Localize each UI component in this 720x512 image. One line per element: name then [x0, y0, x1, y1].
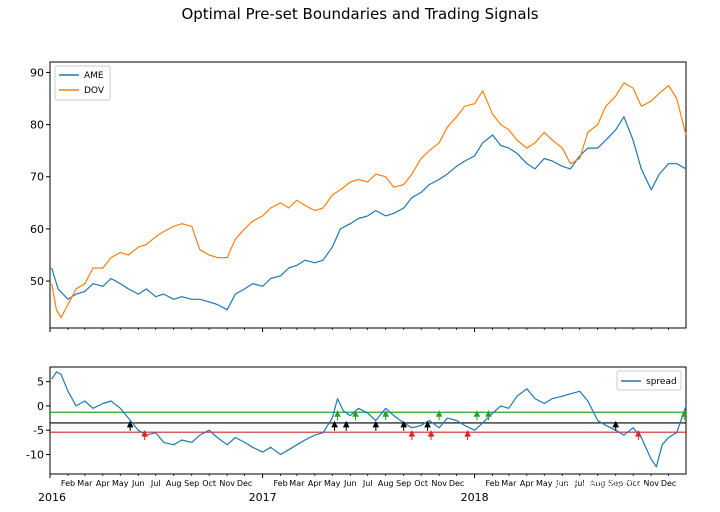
- x-month-label: Jul: [150, 479, 161, 488]
- x-month-label: Mar: [501, 479, 517, 488]
- x-year-label: 2016: [38, 491, 66, 504]
- x-month-label: Sep: [184, 479, 199, 488]
- spread-plot-frame: [49, 366, 687, 475]
- x-month-label: Feb: [274, 479, 288, 488]
- y-tick-label: 90: [30, 66, 44, 79]
- x-month-label: Oct: [202, 479, 216, 488]
- x-month-label: Jun: [555, 479, 569, 488]
- x-month-label: Apr: [308, 479, 323, 488]
- signal-arrow: [464, 430, 471, 441]
- signal-arrow: [141, 430, 148, 441]
- spread-y-axis: -10 -5 0 5: [26, 376, 50, 462]
- x-month-label: Feb: [486, 479, 500, 488]
- x-month-label: Nov: [219, 479, 235, 488]
- series-line-spread: [51, 371, 687, 468]
- legend-label-ame: AME: [84, 71, 104, 81]
- y-tick-label: 60: [30, 223, 44, 236]
- y-tick-label: -5: [33, 424, 44, 437]
- watermark: 知乎 @玛尔什么: [552, 476, 647, 492]
- signal-arrow: [400, 420, 408, 431]
- signal-arrow: [424, 420, 431, 431]
- x-month-label: Sep: [608, 479, 623, 488]
- signal-arrow: [680, 410, 688, 421]
- x-month-label: Apr: [96, 479, 111, 488]
- x-year-label: 2018: [461, 491, 489, 504]
- x-month-label: Dec: [449, 479, 464, 488]
- x-month-label: May: [324, 479, 341, 488]
- x-month-label: Mar: [289, 479, 305, 488]
- signal-arrow: [635, 430, 642, 441]
- price-plot-frame: [49, 61, 687, 329]
- signal-arrow: [126, 420, 134, 431]
- x-year-label: 2017: [249, 491, 277, 504]
- y-tick-label: 0: [37, 400, 44, 413]
- signal-arrow: [342, 420, 350, 431]
- price-y-axis: 50 60 70 80 90: [30, 66, 50, 288]
- x-month-label: Mar: [77, 479, 93, 488]
- price-series: [51, 82, 687, 319]
- series-line-ame: [51, 116, 687, 311]
- x-month-label: May: [536, 479, 553, 488]
- signal-arrow: [485, 410, 492, 421]
- y-tick-label: 50: [30, 275, 44, 288]
- x-month-label: Aug: [378, 479, 394, 488]
- x-month-label: Aug: [590, 479, 606, 488]
- y-tick-label: -10: [26, 449, 44, 462]
- spread-boundaries: [50, 411, 686, 433]
- signal-arrow: [331, 420, 338, 431]
- x-month-label: Dec: [661, 479, 676, 488]
- signal-arrow: [334, 410, 341, 421]
- x-month-label: Dec: [237, 479, 252, 488]
- x-month-label: May: [112, 479, 129, 488]
- price-x-axis: [49, 328, 669, 332]
- x-month-label: Aug: [166, 479, 182, 488]
- legend-label-spread: spread: [646, 377, 677, 387]
- y-tick-label: 70: [30, 171, 44, 184]
- x-month-label: Jul: [574, 479, 585, 488]
- x-month-label: Oct: [414, 479, 428, 488]
- y-tick-label: 5: [37, 376, 44, 389]
- legend-label-dov: DOV: [84, 86, 105, 96]
- price-legend: AME DOV: [54, 65, 111, 101]
- signal-arrow: [352, 410, 359, 421]
- x-month-label: Feb: [61, 479, 75, 488]
- x-month-label: Nov: [431, 479, 447, 488]
- signal-arrow: [408, 430, 416, 441]
- x-month-label: Jun: [343, 479, 357, 488]
- x-month-label: Nov: [643, 479, 659, 488]
- x-month-label: Apr: [520, 479, 535, 488]
- x-month-label: Jun: [131, 479, 145, 488]
- y-tick-label: 80: [30, 119, 44, 132]
- spread-series: [51, 371, 687, 468]
- x-month-label: Jul: [362, 479, 373, 488]
- series-line-dov: [51, 82, 687, 319]
- signal-arrow: [435, 410, 443, 421]
- x-month-label: Sep: [396, 479, 411, 488]
- signal-arrow: [372, 420, 380, 431]
- signal-arrow: [473, 410, 481, 421]
- spread-legend: spread: [616, 370, 682, 391]
- price-panel: 50 60 70 80 90 AME DOV: [30, 61, 687, 332]
- trading-signals: [126, 410, 688, 441]
- x-month-label: Oct: [626, 479, 640, 488]
- signal-arrow: [427, 430, 435, 441]
- signal-arrow: [382, 410, 390, 421]
- spread-legend-box: [616, 370, 682, 391]
- signal-arrow: [612, 420, 620, 431]
- chart-title: Optimal Pre-set Boundaries and Trading S…: [181, 5, 538, 23]
